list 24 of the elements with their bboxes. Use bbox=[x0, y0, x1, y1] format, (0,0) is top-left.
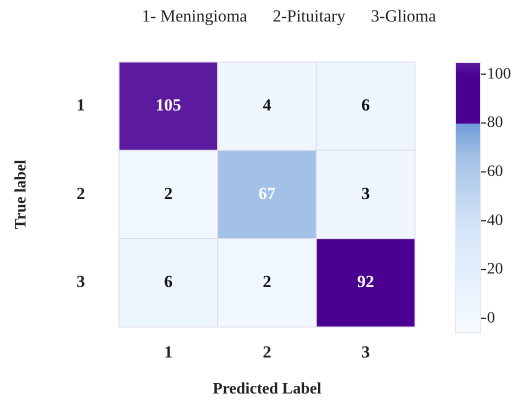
color-bar-label: 80 bbox=[487, 114, 503, 132]
x-axis-title: Predicted Label bbox=[212, 380, 322, 398]
x-tick-label: 3 bbox=[361, 342, 370, 362]
data-label: 2 bbox=[164, 184, 173, 203]
data-label: 4 bbox=[262, 96, 272, 115]
data-label: 92 bbox=[357, 272, 374, 292]
data-label: 6 bbox=[164, 272, 173, 292]
color-bar-label: 40 bbox=[487, 212, 503, 229]
data-label: 2 bbox=[262, 272, 272, 292]
data-label: 67 bbox=[258, 184, 276, 203]
color-bar-label: 20 bbox=[487, 260, 503, 278]
data-label: 3 bbox=[361, 184, 370, 203]
data-label: 6 bbox=[361, 96, 370, 115]
y-axis-title: True label bbox=[12, 159, 30, 230]
color-bar-label: 0 bbox=[487, 310, 495, 327]
y-tick-label: 3 bbox=[76, 272, 85, 292]
x-tick-label: 2 bbox=[262, 342, 272, 362]
x-tick-label: 1 bbox=[164, 342, 173, 362]
color-bar-label: 100 bbox=[487, 65, 511, 82]
y-tick-label: 1 bbox=[76, 96, 85, 115]
chart-title: 1- Meningioma 2-Pituitary 3-Glioma bbox=[142, 6, 437, 26]
data-label: 105 bbox=[156, 96, 182, 115]
y-tick-label: 2 bbox=[76, 184, 85, 203]
color-bar-label: 60 bbox=[487, 163, 503, 180]
